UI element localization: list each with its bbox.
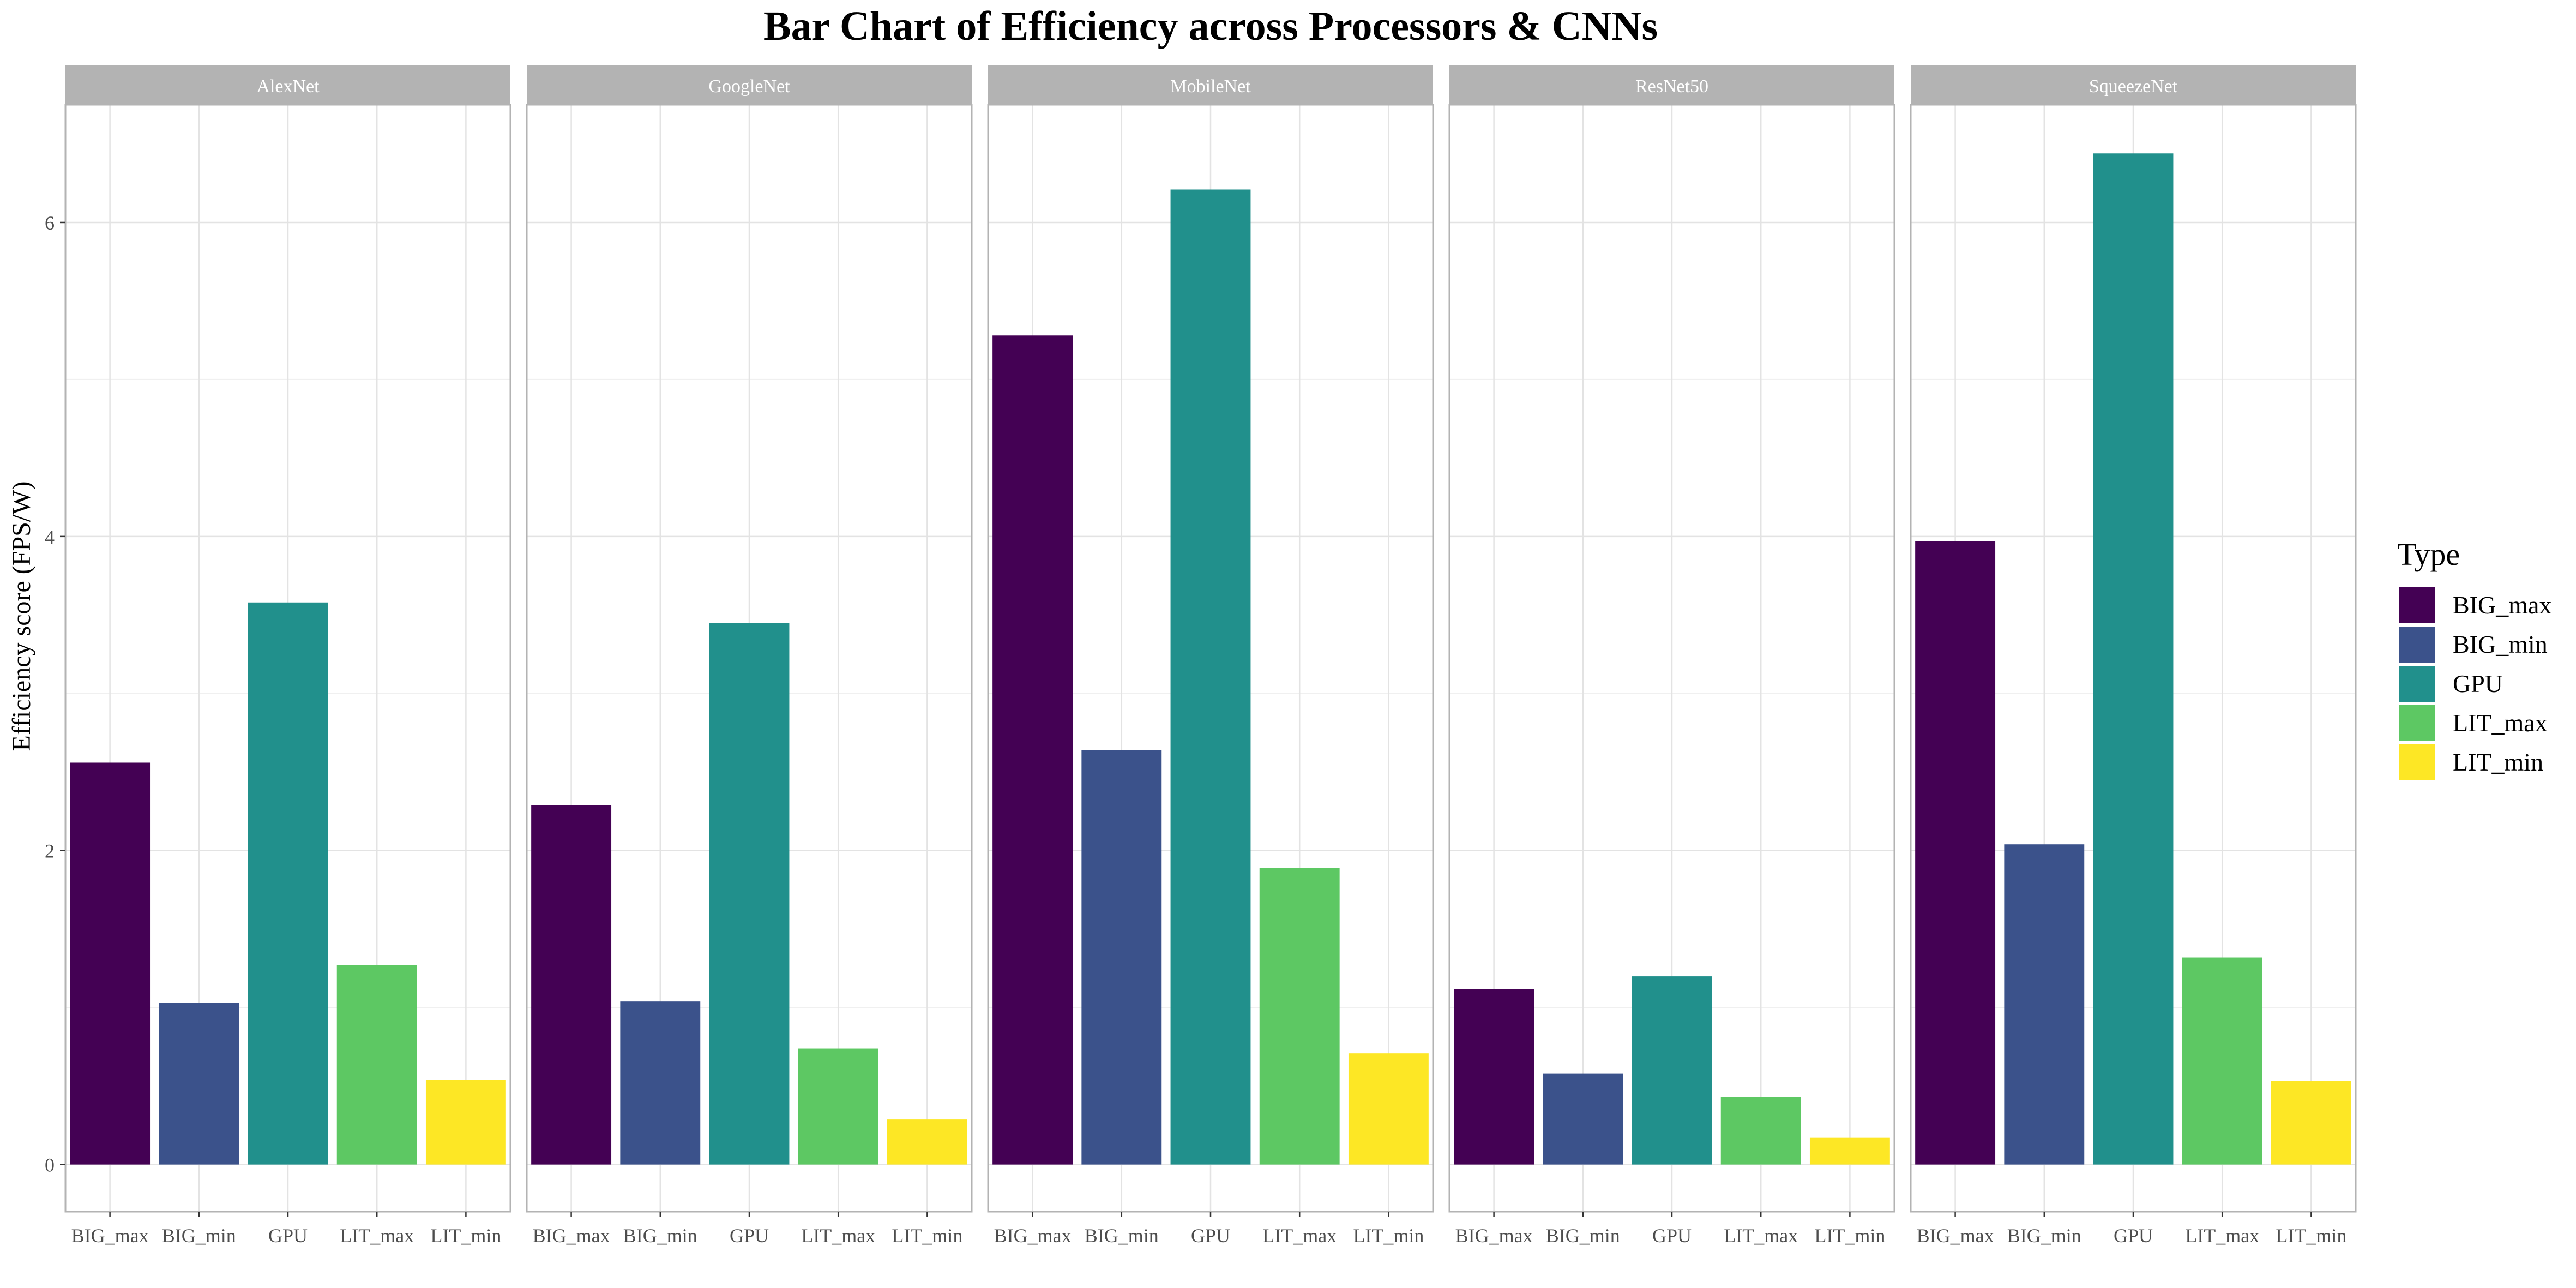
facet-strip — [988, 65, 1433, 105]
bar-googlenet-gpu — [709, 623, 790, 1165]
x-tick-label: BIG_min — [623, 1225, 697, 1247]
legend-swatch — [2399, 666, 2435, 702]
legend-swatch — [2399, 587, 2435, 623]
bar-squeezenet-gpu — [2093, 153, 2174, 1165]
x-tick-label: BIG_max — [71, 1225, 149, 1247]
bar-squeezenet-lit-min — [2271, 1081, 2351, 1165]
bar-googlenet-big-max — [531, 805, 612, 1165]
x-tick-label: BIG_max — [1917, 1225, 1994, 1247]
legend-label: LIT_max — [2453, 709, 2548, 737]
bar-alexnet-gpu — [248, 602, 328, 1165]
legend-item-lit-max: LIT_max — [2399, 705, 2548, 741]
x-tick-label: GPU — [730, 1225, 769, 1247]
bar-alexnet-lit-max — [336, 965, 417, 1165]
facet-panel-googlenet: GoogleNet BIG_max BIG_min GPU LIT_max LIT_min — [526, 65, 973, 1247]
facet-panel-resnet50: ResNet50 BIG_max BIG_min GPU LIT_max LIT_min — [1448, 65, 1895, 1247]
bar-googlenet-lit-min — [887, 1119, 967, 1165]
legend-swatch — [2399, 627, 2435, 663]
x-tick-label: BIG_min — [2007, 1225, 2081, 1247]
x-tick-label: BIG_max — [533, 1225, 610, 1247]
x-tick-label: LIT_max — [340, 1225, 414, 1247]
x-tick-label: BIG_max — [994, 1225, 1072, 1247]
facet-panel-alexnet: AlexNet BIG_max BIG_min GPU LIT_max LIT_min — [64, 65, 511, 1247]
x-tick-label: BIG_min — [1085, 1225, 1159, 1247]
x-tick-label: LIT_max — [2185, 1225, 2259, 1247]
legend-label: GPU — [2453, 670, 2503, 697]
facet-strip-label: AlexNet — [256, 76, 320, 97]
facet-panel-mobilenet: MobileNet BIG_max BIG_min GPU LIT_max LIT_min — [987, 65, 1434, 1247]
bar-mobilenet-lit-max — [1259, 868, 1340, 1165]
x-tick-label: LIT_max — [1724, 1225, 1798, 1247]
y-tick-label: 0 — [45, 1154, 55, 1176]
x-tick-label: LIT_min — [1814, 1225, 1885, 1247]
legend-item-big-max: BIG_max — [2399, 587, 2551, 623]
legend-item-big-min: BIG_min — [2399, 627, 2548, 663]
bar-alexnet-lit-min — [425, 1080, 506, 1165]
bar-mobilenet-gpu — [1170, 189, 1251, 1165]
bar-resnet50-lit-max — [1720, 1097, 1801, 1165]
facet-strip-label: SqueezeNet — [2089, 76, 2178, 97]
bar-alexnet-big-max — [70, 762, 151, 1165]
bar-resnet50-gpu — [1632, 976, 1712, 1165]
legend-label: BIG_max — [2453, 591, 2551, 619]
bar-googlenet-lit-max — [798, 1048, 878, 1165]
x-tick-label: GPU — [2114, 1225, 2153, 1247]
x-tick-label: LIT_min — [1353, 1225, 1424, 1247]
facet-strip-label: MobileNet — [1170, 76, 1251, 97]
bar-mobilenet-lit-min — [1348, 1053, 1429, 1165]
bar-alexnet-big-min — [159, 1003, 239, 1165]
bar-squeezenet-big-min — [2004, 844, 2085, 1165]
y-axis-label: Efficiency score (FPS/W) — [7, 482, 36, 751]
bar-mobilenet-big-max — [992, 335, 1073, 1165]
x-tick-label: GPU — [1652, 1225, 1692, 1247]
bar-squeezenet-lit-max — [2182, 957, 2262, 1165]
legend-swatch — [2399, 705, 2435, 741]
x-tick-label: BIG_min — [162, 1225, 236, 1247]
facet-strip — [1911, 65, 2356, 105]
y-tick-label: 2 — [45, 840, 55, 862]
bar-resnet50-big-max — [1454, 989, 1534, 1165]
x-tick-label: LIT_min — [2276, 1225, 2346, 1247]
legend-items: BIG_max BIG_min GPU LIT_max LIT_min — [2399, 587, 2551, 780]
x-tick-label: BIG_min — [1546, 1225, 1620, 1247]
bar-squeezenet-big-max — [1915, 541, 1996, 1165]
facet-strip-label: GoogleNet — [708, 76, 790, 97]
legend-label: LIT_min — [2453, 748, 2543, 776]
bar-resnet50-big-min — [1543, 1073, 1623, 1165]
facet-panel-squeezenet: SqueezeNet BIG_max BIG_min GPU LIT_max LIT_mi… — [1910, 65, 2357, 1247]
facet-strip-label: ResNet50 — [1635, 76, 1708, 97]
bar-resnet50-lit-min — [1809, 1137, 1890, 1165]
legend-title: Type — [2397, 537, 2460, 572]
y-axis: 0 2 4 6 — [45, 212, 65, 1176]
x-tick-label: GPU — [268, 1225, 308, 1247]
facet-strip — [527, 65, 972, 105]
legend-item-lit-min: LIT_min — [2399, 744, 2543, 780]
x-tick-label: LIT_min — [892, 1225, 962, 1247]
x-tick-label: LIT_max — [801, 1225, 875, 1247]
bar-mobilenet-big-min — [1081, 750, 1162, 1165]
y-tick-label: 6 — [45, 212, 55, 234]
legend: Type BIG_max BIG_min GPU LIT_max LIT_min — [2397, 537, 2551, 780]
legend-swatch — [2399, 744, 2435, 780]
chart-title: Bar Chart of Efficiency across Processor… — [763, 3, 1658, 49]
x-tick-label: GPU — [1191, 1225, 1230, 1247]
bar-googlenet-big-min — [620, 1001, 701, 1165]
x-tick-label: LIT_min — [430, 1225, 501, 1247]
legend-item-gpu: GPU — [2399, 666, 2503, 702]
y-tick-label: 4 — [45, 526, 55, 548]
facet-strip — [65, 65, 510, 105]
facet-strip — [1449, 65, 1894, 105]
legend-label: BIG_min — [2453, 630, 2548, 658]
x-tick-label: LIT_max — [1262, 1225, 1337, 1247]
x-tick-label: BIG_max — [1455, 1225, 1533, 1247]
